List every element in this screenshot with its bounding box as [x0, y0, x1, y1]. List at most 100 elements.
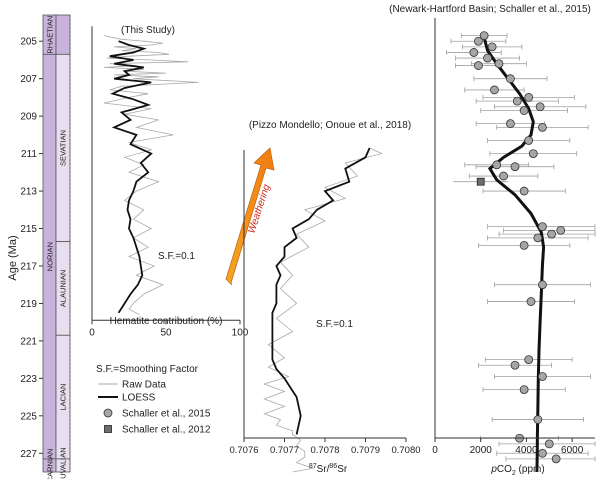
- legend-title: S.F.=Smoothing Factor: [96, 364, 199, 375]
- age-tick-label-223: 223: [20, 374, 37, 385]
- pco2-point-2015: [524, 93, 534, 102]
- stage-label-norian: NORIAN: [46, 242, 55, 271]
- pco2-point-2015: [524, 136, 534, 145]
- stage-label-carnian: CARNIAN: [46, 449, 55, 479]
- hematite-x-tick-label-100: 100: [232, 327, 249, 338]
- pco2-x-axis: 0 2000 4000 6000: [432, 18, 595, 456]
- weathering-arrow-shape: [225, 147, 275, 286]
- age-tick-label-221: 221: [20, 336, 37, 347]
- pco2-point-2015: [538, 448, 547, 458]
- substage-label-sevatian: SEVATIAN: [59, 130, 68, 166]
- pco2-points: [469, 31, 566, 464]
- strontium-sf-annotation: S.F.=0.1: [316, 319, 353, 330]
- strontium-panel: (Pizzo Mondello; Onoue et al., 2018) 0.7…: [229, 120, 420, 475]
- pco2-point-2015: [510, 162, 520, 172]
- pco2-x-tick-label-0: 0: [432, 445, 438, 456]
- pco2-point-2015: [533, 415, 543, 424]
- pco2-x-tick-label-6000: 6000: [561, 445, 584, 456]
- pco2-point-2015: [538, 222, 547, 232]
- strontium-x-axis: 0.7076 0.7077 0.7078 0.7079 0.7080: [229, 150, 421, 456]
- legend-items: Raw Data LOESS Schaller et al., 2015 Schall…: [98, 380, 211, 436]
- strontium-x-tick-label-4: 0.7080: [391, 445, 420, 456]
- pco2-point-2015: [512, 96, 522, 106]
- pco2-panel: (Newark-Hartford Basin; Schaller et al.,…: [389, 4, 596, 477]
- legend-item-label: LOESS: [122, 393, 156, 404]
- pco2-point-2015: [494, 59, 504, 69]
- legend-square-swatch: [104, 425, 112, 433]
- strontium-panel-title: (Pizzo Mondello; Onoue et al., 2018): [249, 120, 411, 131]
- age-tick-label-207: 207: [20, 74, 37, 85]
- age-tick-label-217: 217: [20, 261, 37, 272]
- age-tick-label-213: 213: [20, 187, 37, 198]
- substage-label-alaunian: ALAUNIAN: [59, 270, 68, 308]
- pco2-point-2015: [519, 385, 529, 394]
- pco2-point-2015: [538, 372, 547, 381]
- pco2-point-2015: [524, 355, 534, 365]
- substage-label-tuvalian: TUVALIAN: [59, 447, 68, 479]
- pco2-point-2015: [519, 106, 529, 115]
- legend-item-label: Schaller et al., 2015: [122, 409, 211, 420]
- hematite-x-axis: 0 50 100: [89, 26, 249, 338]
- legend-circle-swatch: [103, 408, 113, 418]
- pco2-point-2012: [476, 177, 485, 186]
- pco2-point-2015: [519, 186, 529, 196]
- legend-item-label: Schaller et al., 2012: [122, 425, 211, 436]
- age-tick-label-205: 205: [20, 37, 37, 48]
- age-tick-label-225: 225: [20, 411, 37, 422]
- pco2-point-2015: [492, 160, 502, 170]
- pco2-point-2015: [533, 233, 543, 243]
- pco2-point-2015: [551, 454, 561, 464]
- pco2-x-axis-label: pCO2 (ppm): [490, 464, 544, 477]
- substage-tuvalian: [55, 458, 71, 473]
- pco2-loess-line: [482, 37, 546, 473]
- pco2-point-2015: [506, 74, 515, 84]
- hematite-loess-series: [109, 40, 153, 314]
- legend: S.F.=Smoothing Factor Raw Data LOESS Schal…: [96, 364, 211, 436]
- age-tick-label-209: 209: [20, 112, 37, 123]
- age-axis-ticks: 205 207 209 211 213 215 217 219 221 223 225 227: [20, 37, 43, 460]
- pco2-point-2015: [528, 149, 538, 158]
- age-tick-label-219: 219: [20, 299, 37, 310]
- stratigraphic-column: RHAETIAN NORIAN CARNIAN SEVATIAN ALAUNIAN LAC…: [42, 14, 71, 479]
- hematite-x-tick-label-0: 0: [89, 327, 95, 338]
- strontium-raw-line: [263, 147, 383, 473]
- strontium-raw-series: [263, 147, 383, 473]
- pco2-loess-series: [482, 37, 546, 473]
- hematite-loess-line: [109, 40, 153, 314]
- stage-label-rhaetian: RHAETIAN: [46, 16, 55, 54]
- pco2-point-2015: [487, 42, 497, 52]
- pco2-panel-title: (Newark-Hartford Basin; Schaller et al.,…: [389, 4, 591, 15]
- age-tick-label-215: 215: [20, 224, 37, 235]
- age-tick-label-227: 227: [20, 449, 37, 460]
- pco2-point-2015: [483, 53, 492, 63]
- age-tick-label-211: 211: [21, 149, 37, 160]
- hematite-sf-annotation: S.F.=0.1: [158, 251, 195, 262]
- pco2-x-tick-label-2000: 2000: [470, 445, 493, 456]
- pco2-point-2015: [510, 360, 520, 370]
- substage-label-lacian: LACIAN: [59, 384, 68, 411]
- pco2-point-2015: [474, 61, 483, 70]
- pco2-point-2015: [535, 102, 545, 112]
- pco2-point-2015: [499, 171, 508, 181]
- pco2-point-2015: [479, 31, 489, 41]
- age-axis-label: Age (Ma): [7, 235, 19, 280]
- pco2-point-2015: [474, 36, 483, 46]
- strontium-x-tick-label-3: 0.7079: [351, 445, 380, 456]
- strontium-x-tick-label-2: 0.7078: [310, 445, 339, 456]
- pco2-x-tick-label-4000: 4000: [515, 445, 538, 456]
- strontium-x-tick-label-0: 0.7076: [229, 445, 258, 456]
- pco2-point-2015: [526, 297, 536, 306]
- age-axis: Age (Ma) 2052072092112132152172192212232…: [7, 37, 43, 460]
- pco2-point-2015: [469, 48, 479, 57]
- pco2-point-2015: [490, 85, 499, 95]
- strontium-x-axis-label: 87Sr/86Sr: [309, 463, 348, 475]
- weathering-arrow: Weathering: [225, 147, 275, 286]
- stage-rhaetian-right: [55, 14, 71, 55]
- pco2-point-2015: [556, 225, 566, 235]
- pco2-point-2015: [547, 229, 556, 239]
- hematite-x-tick-label-50: 50: [160, 327, 172, 338]
- pco2-point-2015: [519, 240, 529, 250]
- pco2-point-2015: [538, 280, 547, 290]
- hematite-x-axis-label: Hematite contribution (%): [110, 316, 223, 327]
